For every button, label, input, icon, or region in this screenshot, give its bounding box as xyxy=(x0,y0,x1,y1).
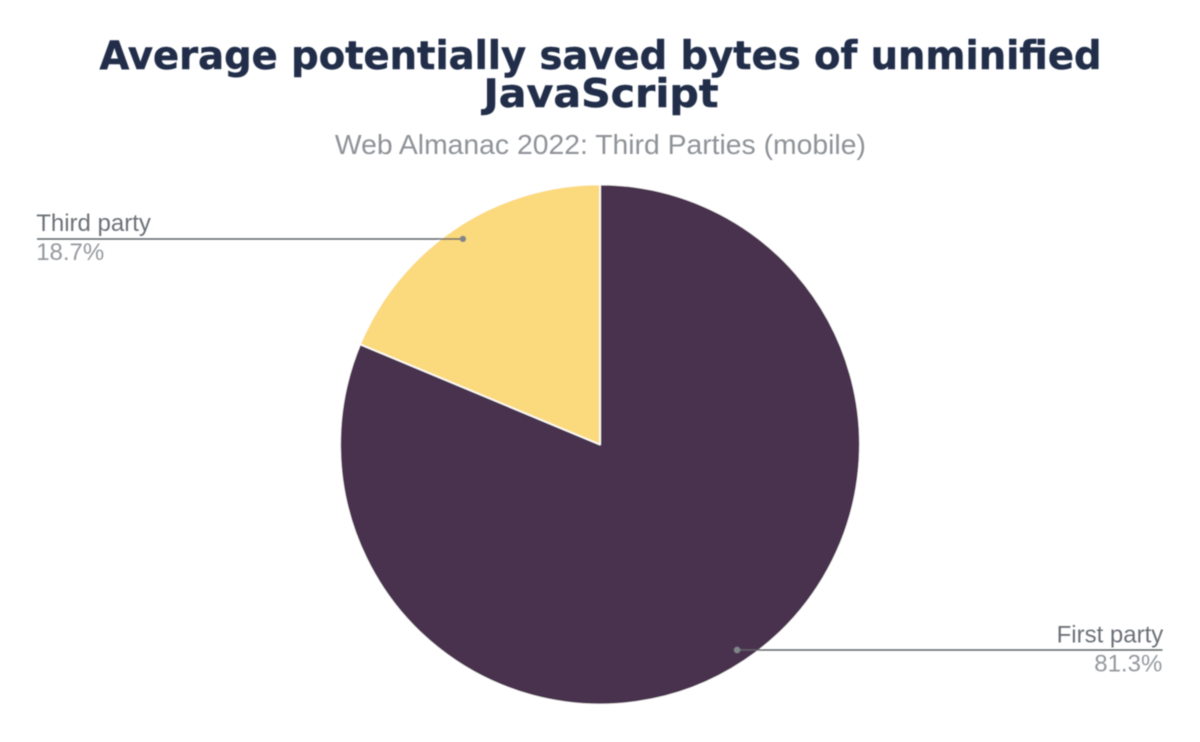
svg-text:Web Almanac 2022: Third Partie: Web Almanac 2022: Third Parties (mobile) xyxy=(335,129,866,160)
svg-text:Average potentially saved byte: Average potentially saved bytes of unmin… xyxy=(100,33,1102,79)
svg-text:JavaScript: JavaScript xyxy=(480,71,718,117)
svg-text:First party: First party xyxy=(1057,622,1164,649)
svg-text:18.7%: 18.7% xyxy=(36,239,104,266)
svg-text:81.3%: 81.3% xyxy=(1094,651,1162,678)
svg-text:Third party: Third party xyxy=(36,210,151,237)
